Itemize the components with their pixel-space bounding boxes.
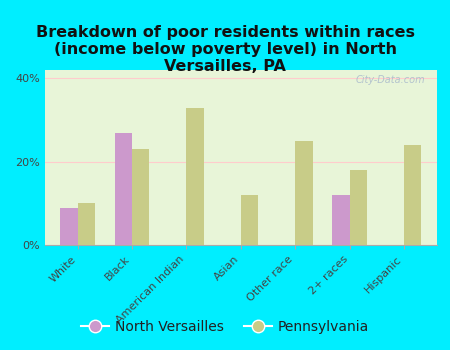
Bar (350, 170, 367, 245)
Bar (295, 141, 313, 245)
Legend: North Versailles, Pennsylvania: North Versailles, Pennsylvania (76, 314, 374, 340)
Bar (115, 133, 132, 245)
Text: Breakdown of poor residents within races
(income below poverty level) in North
V: Breakdown of poor residents within races… (36, 25, 414, 74)
Bar (332, 195, 350, 245)
Bar (77, 203, 95, 245)
Bar (404, 145, 421, 245)
Bar (186, 107, 204, 245)
Bar (241, 195, 258, 245)
Bar (132, 149, 149, 245)
Bar (60, 208, 77, 245)
Text: City-Data.com: City-Data.com (355, 75, 425, 85)
